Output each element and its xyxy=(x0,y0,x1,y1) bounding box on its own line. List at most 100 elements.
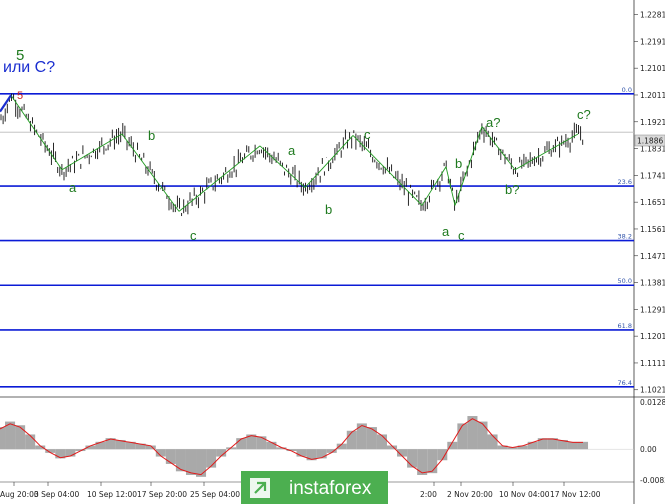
fib-level-label: 76.4 xyxy=(618,379,632,387)
osc-bar xyxy=(55,449,66,459)
watermark-text: instaforex xyxy=(289,478,372,499)
osc-bar xyxy=(497,445,508,450)
osc-bar xyxy=(417,449,428,475)
osc-bar xyxy=(386,445,398,450)
osc-bar xyxy=(25,434,36,450)
osc-bar xyxy=(447,441,458,450)
x-tick-label: 17 Nov 12:00 xyxy=(550,490,601,499)
y-tick-label: 1.1651 xyxy=(640,198,665,207)
wave-label-b1: b xyxy=(148,128,155,143)
wave-5-label: 5 xyxy=(16,47,24,64)
fib-levels: 0.0 23.6 38.2 50.0 61.8 76.4 xyxy=(0,86,634,388)
osc-bar xyxy=(95,441,106,450)
osc-bar xyxy=(437,449,448,461)
x-tick-label: 17 Sep 20:00 xyxy=(137,490,187,499)
osc-bar xyxy=(65,449,76,457)
osc-bar xyxy=(125,441,136,450)
osc-bar xyxy=(457,423,468,450)
wave-label-b4: b? xyxy=(505,182,519,197)
osc-bar xyxy=(296,449,307,457)
osc-tick-label: -0.00836 xyxy=(640,476,665,485)
x-tick-label: Aug 20:00 xyxy=(0,490,39,499)
osc-bar xyxy=(105,438,116,450)
osc-bar xyxy=(376,434,387,450)
osc-bar xyxy=(196,449,207,477)
wave-segment xyxy=(10,95,63,170)
y-tick-label: 1.1561 xyxy=(640,225,665,234)
osc-bar xyxy=(145,445,156,450)
y-tick-label: 1.1831 xyxy=(640,145,665,154)
price-bars xyxy=(0,93,584,217)
osc-bar xyxy=(366,427,377,450)
osc-bar xyxy=(5,421,16,450)
osc-bar xyxy=(15,425,26,450)
osc-bar xyxy=(185,449,197,475)
arrow-icon xyxy=(254,481,267,494)
y-tick-label: 1.1921 xyxy=(640,118,665,127)
wave-label-c4: c? xyxy=(577,107,591,122)
price-panel xyxy=(0,0,634,396)
osc-bar xyxy=(326,449,337,453)
osc-bar xyxy=(236,438,247,450)
wave-segment xyxy=(514,133,579,171)
osc-bar xyxy=(135,443,146,450)
x-tick-label: 2 Nov 20:00 xyxy=(447,490,493,499)
wave-segment xyxy=(121,133,180,212)
osc-bar xyxy=(567,441,578,450)
wave-segment xyxy=(259,145,306,188)
y-tick-label: 1.1741 xyxy=(640,171,665,180)
osc-bar xyxy=(336,443,347,450)
wave-segment xyxy=(421,166,447,206)
osc-bar xyxy=(356,423,367,450)
y-tick-label: 1.2191 xyxy=(640,37,665,46)
wave-segment xyxy=(61,133,123,171)
current-price: 1.1886 xyxy=(637,137,663,146)
fib-level-label: 50.0 xyxy=(618,277,632,285)
fib-level-label: 38.2 xyxy=(618,233,632,241)
osc-bar xyxy=(316,449,327,459)
y-tick-label: 1.1021 xyxy=(640,386,665,395)
fib-level-label: 61.8 xyxy=(618,322,632,330)
osc-bar xyxy=(115,439,126,450)
oscillator: 0.01281 0.00 -0.00836 xyxy=(0,398,665,485)
osc-bar xyxy=(557,439,568,450)
osc-bar xyxy=(0,427,6,450)
osc-bar xyxy=(407,449,418,468)
wave-lines xyxy=(0,94,579,212)
osc-bar xyxy=(35,445,46,450)
wave-5-marker: 5 xyxy=(17,90,23,102)
time-axis-ticks: Aug 20:003 Sep 04:00 10 Sep 12:00 17 Sep 2… xyxy=(0,482,601,499)
wave-label-b3: b xyxy=(455,156,462,171)
y-tick-label: 1.1381 xyxy=(640,279,665,288)
y-tick-label: 1.1111 xyxy=(640,359,665,368)
osc-bar xyxy=(175,449,186,472)
wave-segment xyxy=(481,126,516,170)
y-tick-label: 1.2011 xyxy=(640,91,665,100)
wave-label-b2: b xyxy=(325,202,332,217)
wave-label-c3: c xyxy=(458,228,465,243)
osc-bar xyxy=(45,449,56,453)
wave-label-a2: a xyxy=(288,143,296,158)
osc-bar xyxy=(226,447,237,450)
osc-bar xyxy=(346,430,357,450)
y-tick-label: 1.1291 xyxy=(640,305,665,314)
osc-bar xyxy=(75,449,86,452)
osc-bar xyxy=(577,441,589,450)
wave-segment xyxy=(352,135,423,206)
osc-bar xyxy=(286,449,297,452)
osc-tick-label: 0.01281 xyxy=(640,398,665,407)
y-tick-label: 1.1201 xyxy=(640,332,665,341)
x-tick-label: 10 Sep 12:00 xyxy=(87,490,137,499)
osc-bar xyxy=(266,441,277,450)
x-tick-label: 10 Nov 04:00 xyxy=(499,490,550,499)
x-tick-label: 3 Sep 04:00 xyxy=(34,490,80,499)
wave-label-a3: a xyxy=(442,224,450,239)
osc-bar xyxy=(246,434,257,450)
x-tick-label: 25 Sep 04:00 xyxy=(190,490,240,499)
osc-bar xyxy=(517,445,528,450)
osc-bar xyxy=(216,449,227,457)
wave-segment xyxy=(178,145,261,212)
wave-label-c2: c xyxy=(364,127,371,142)
